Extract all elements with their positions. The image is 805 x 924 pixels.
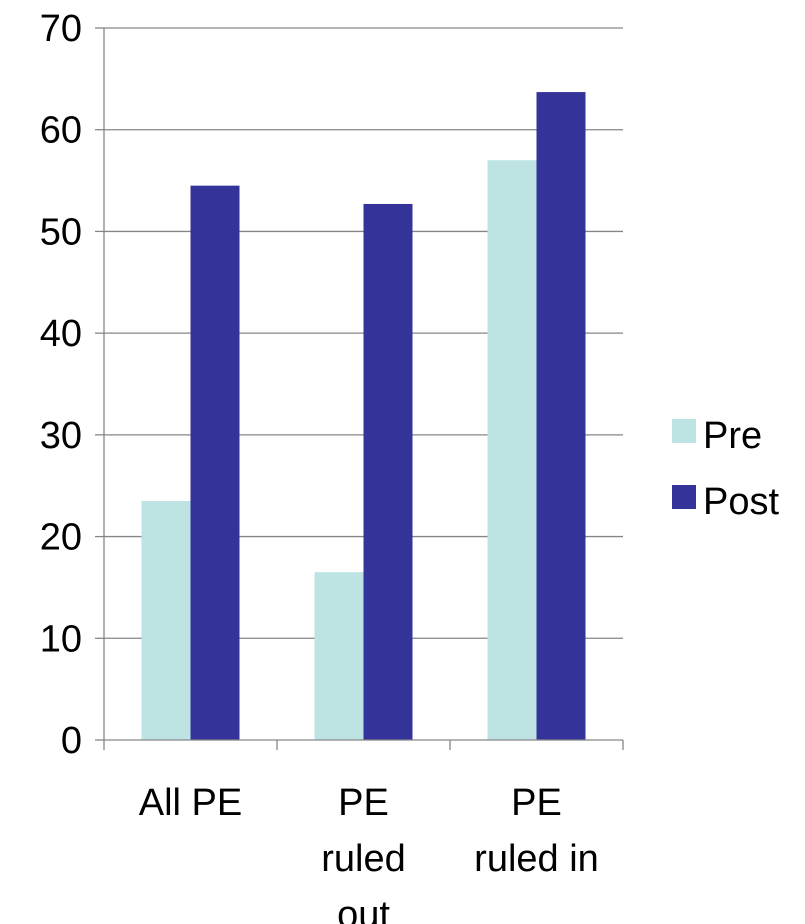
y-tick-label: 0	[61, 720, 82, 762]
axes	[95, 27, 624, 750]
y-tick-label: 10	[40, 618, 82, 660]
x-category-label: ruled	[321, 838, 406, 880]
legend-swatch-post	[672, 485, 696, 509]
legend: Pre Post	[672, 415, 779, 523]
x-category-labels: All PE PE ruled out PE ruled in	[139, 782, 599, 924]
x-category-label: ruled in	[474, 838, 599, 880]
bar-pre-1	[314, 572, 364, 740]
x-category-label: PE	[511, 782, 562, 824]
bar-pre-2	[487, 160, 537, 740]
bar-post-1	[363, 203, 413, 741]
y-tick-label: 70	[40, 8, 82, 50]
y-tick-label: 20	[40, 517, 82, 559]
y-tick-labels: 0 10 20 30 40 50 60 70	[40, 8, 82, 762]
bar-post-2	[536, 92, 586, 740]
y-tick-label: 50	[40, 211, 82, 253]
legend-label-pre: Pre	[703, 415, 762, 457]
x-category-label: PE	[338, 782, 389, 824]
bar-pre-0	[141, 500, 191, 740]
y-tick-label: 40	[40, 313, 82, 355]
y-tick-label: 30	[40, 415, 82, 457]
y-tick-label: 60	[40, 110, 82, 152]
legend-label-post: Post	[703, 481, 779, 523]
x-category-label: out	[337, 894, 390, 924]
x-category-label: All PE	[139, 782, 242, 824]
legend-swatch-pre	[672, 419, 696, 443]
bar-post-0	[190, 185, 240, 740]
bars	[141, 92, 586, 741]
